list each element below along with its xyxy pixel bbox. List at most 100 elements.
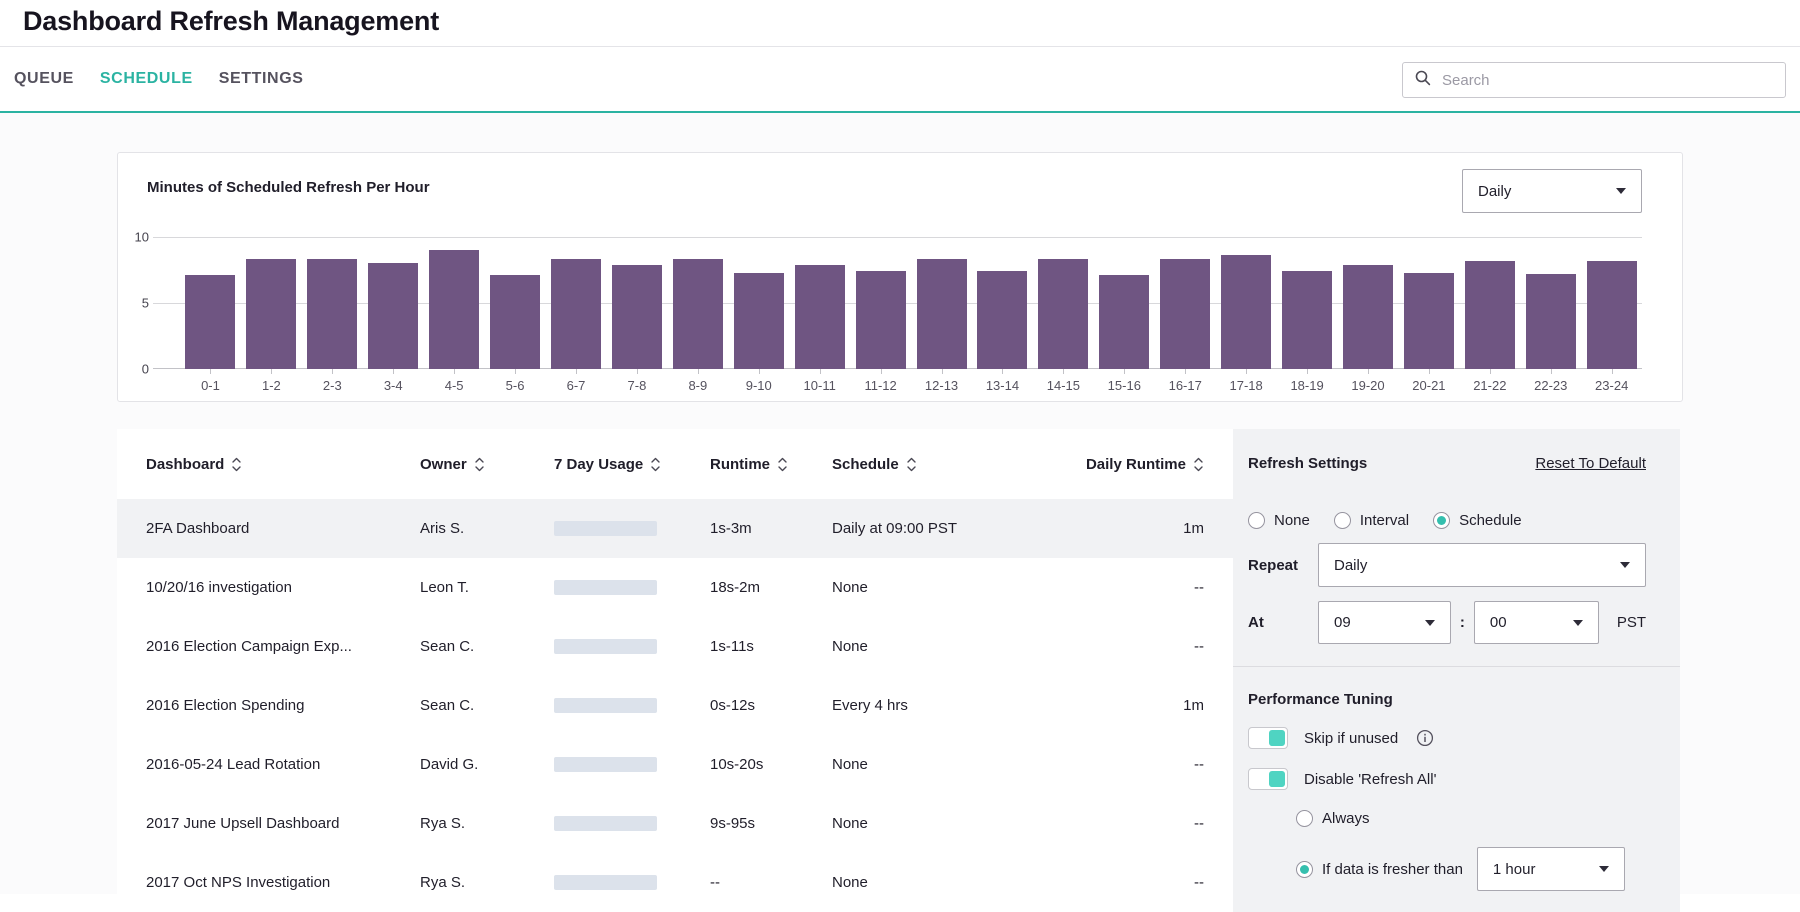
- usage-cell: [554, 580, 710, 595]
- bar-slot: 11-12: [850, 237, 911, 369]
- always-row: Always: [1296, 810, 1646, 827]
- table-row[interactable]: 2017 June Upsell DashboardRya S.9s-95sNo…: [117, 794, 1233, 853]
- panel-header: Refresh Settings Reset To Default: [1248, 455, 1646, 472]
- bar: [1221, 255, 1271, 369]
- x-axis-tick: [1429, 369, 1430, 374]
- radio-interval[interactable]: Interval: [1334, 512, 1409, 529]
- at-time-row: At 09 : 00 PST: [1248, 601, 1646, 644]
- bar: [1282, 271, 1332, 369]
- radio-label: Schedule: [1459, 512, 1522, 529]
- search-icon: [1415, 70, 1431, 91]
- section-divider: [1233, 666, 1680, 667]
- x-axis-tick: [271, 369, 272, 374]
- column-header-schedule[interactable]: Schedule: [832, 456, 1072, 473]
- y-axis-tick-label: 10: [135, 230, 149, 245]
- disable-refresh-all-toggle[interactable]: [1248, 768, 1288, 790]
- bar-slot: 19-20: [1338, 237, 1399, 369]
- owner-cell: Aris S.: [420, 520, 554, 537]
- hour-dropdown[interactable]: 09: [1318, 601, 1451, 644]
- time-colon: :: [1460, 614, 1465, 631]
- table-row[interactable]: 2016 Election Campaign Exp...Sean C.1s-1…: [117, 617, 1233, 676]
- repeat-dropdown[interactable]: Daily: [1318, 543, 1646, 587]
- chart-range-dropdown[interactable]: Daily: [1462, 169, 1642, 213]
- column-header-daily-runtime[interactable]: Daily Runtime: [1072, 456, 1204, 473]
- owner-cell: Sean C.: [420, 638, 554, 655]
- table-row[interactable]: 2016-05-24 Lead RotationDavid G.10s-20sN…: [117, 735, 1233, 794]
- column-header-owner[interactable]: Owner: [420, 456, 554, 473]
- page-title: Dashboard Refresh Management: [0, 0, 1800, 37]
- y-axis-tick-label: 5: [142, 296, 149, 311]
- x-axis-tick: [1002, 369, 1003, 374]
- minute-dropdown[interactable]: 00: [1474, 601, 1599, 644]
- table-row[interactable]: 10/20/16 investigationLeon T.18s-2mNone-…: [117, 558, 1233, 617]
- bar: [612, 265, 662, 369]
- dashboard-cell: 2016 Election Campaign Exp...: [146, 638, 420, 655]
- usage-sparkline: [554, 639, 657, 654]
- usage-sparkline: [554, 521, 657, 536]
- usage-cell: [554, 757, 710, 772]
- table-row[interactable]: 2016 Election SpendingSean C.0s-12sEvery…: [117, 676, 1233, 735]
- bar-slot: 14-15: [1033, 237, 1094, 369]
- fresher-than-value: 1 hour: [1493, 861, 1536, 878]
- table-row[interactable]: 2FA DashboardAris S.1s-3mDaily at 09:00 …: [117, 499, 1233, 558]
- column-header-dashboard[interactable]: Dashboard: [146, 456, 420, 473]
- schedule-cell: None: [832, 815, 1072, 832]
- skip-if-unused-toggle[interactable]: [1248, 727, 1288, 749]
- bar: [1160, 259, 1210, 369]
- toggle-knob: [1269, 730, 1285, 746]
- x-axis-tick: [1124, 369, 1125, 374]
- hour-value: 09: [1334, 614, 1351, 631]
- chart-plot-area: 0-11-22-33-44-55-66-77-88-99-1010-1111-1…: [180, 237, 1642, 369]
- column-header-runtime[interactable]: Runtime: [710, 456, 832, 473]
- radio-icon: [1334, 512, 1351, 529]
- search-input[interactable]: [1440, 71, 1773, 90]
- daily-runtime-cell: 1m: [1072, 697, 1204, 714]
- x-axis-tick: [1063, 369, 1064, 374]
- column-header-7-day-usage[interactable]: 7 Day Usage: [554, 456, 710, 473]
- tab-settings[interactable]: SETTINGS: [219, 66, 304, 92]
- radio-always[interactable]: Always: [1296, 810, 1370, 827]
- refresh-settings-panel: Refresh Settings Reset To Default None I…: [1233, 429, 1680, 912]
- daily-runtime-cell: --: [1072, 815, 1204, 832]
- bar: [368, 263, 418, 369]
- x-axis-tick: [942, 369, 943, 374]
- bar-slot: 4-5: [424, 237, 485, 369]
- x-axis-tick: [1612, 369, 1613, 374]
- chart-card: Minutes of Scheduled Refresh Per Hour Da…: [117, 152, 1683, 402]
- column-header-label: Runtime: [710, 456, 770, 473]
- bar: [734, 273, 784, 369]
- bar-slot: 20-21: [1398, 237, 1459, 369]
- radio-schedule[interactable]: Schedule: [1433, 512, 1522, 529]
- tab-schedule[interactable]: SCHEDULE: [100, 66, 193, 92]
- usage-sparkline: [554, 580, 657, 595]
- reset-to-default-link[interactable]: Reset To Default: [1535, 455, 1646, 472]
- search-box: [1402, 62, 1786, 98]
- radio-if-data-fresher[interactable]: If data is fresher than: [1296, 861, 1463, 878]
- refresh-mode-radio-group: None Interval Schedule: [1248, 512, 1646, 529]
- x-axis-tick: [515, 369, 516, 374]
- info-icon[interactable]: [1416, 729, 1434, 747]
- chevron-down-icon: [1425, 620, 1435, 626]
- bar-slot: 6-7: [546, 237, 607, 369]
- column-header-label: Daily Runtime: [1086, 456, 1186, 473]
- radio-none[interactable]: None: [1248, 512, 1310, 529]
- content-row: DashboardOwner7 Day UsageRuntime Schedule…: [117, 429, 1683, 912]
- runtime-cell: 9s-95s: [710, 815, 832, 832]
- toggle-label: Skip if unused: [1304, 730, 1398, 747]
- usage-cell: [554, 698, 710, 713]
- table-row[interactable]: 2017 Oct NPS InvestigationRya S.--None--: [117, 853, 1233, 912]
- x-axis-tick: [1551, 369, 1552, 374]
- toggle-label: Disable 'Refresh All': [1304, 771, 1436, 788]
- x-axis-tick: [210, 369, 211, 374]
- schedule-cell: Every 4 hrs: [832, 697, 1072, 714]
- daily-runtime-cell: --: [1072, 638, 1204, 655]
- x-axis-tick: [820, 369, 821, 374]
- fresher-than-dropdown[interactable]: 1 hour: [1477, 847, 1625, 891]
- tab-queue[interactable]: QUEUE: [14, 66, 74, 92]
- x-axis-tick: [698, 369, 699, 374]
- owner-cell: Rya S.: [420, 874, 554, 891]
- chevron-down-icon: [1620, 562, 1630, 568]
- tab-bar: QUEUE SCHEDULE SETTINGS: [0, 47, 1800, 113]
- daily-runtime-cell: --: [1072, 756, 1204, 773]
- bar: [1099, 275, 1149, 369]
